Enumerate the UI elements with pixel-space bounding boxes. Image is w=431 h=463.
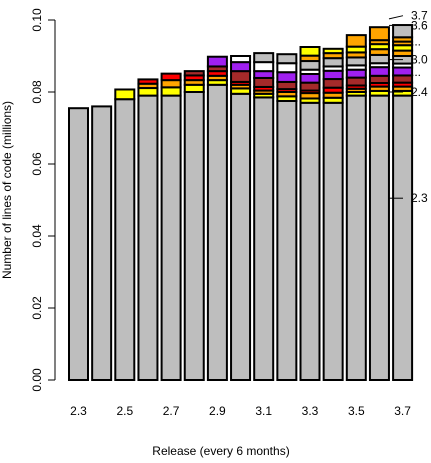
y-tick-label: 0.00 — [30, 368, 44, 392]
bar-segment — [345, 94, 367, 381]
bar-segment — [68, 107, 89, 381]
bar-release-2.6 — [137, 78, 159, 381]
bar-segment — [345, 56, 367, 67]
annotation-label: 3.7 — [411, 9, 428, 23]
bar-segment — [345, 34, 367, 48]
bar-segment — [299, 73, 321, 84]
x-tick-label: 3.7 — [394, 404, 411, 418]
bar-segment — [253, 52, 275, 64]
bar-segment — [230, 70, 252, 83]
y-tick-label: 0.10 — [30, 8, 44, 32]
annotation-label: ... — [411, 35, 421, 49]
bar-segment — [345, 76, 367, 87]
bar-segment — [368, 94, 390, 381]
x-tick-label: 2.3 — [70, 404, 87, 418]
bar-segment — [253, 61, 275, 73]
bar-segment — [114, 98, 136, 381]
bar-segment — [322, 47, 344, 55]
annotation-label: 2.4 — [411, 85, 428, 99]
annotation-label: 2.3 — [411, 191, 428, 205]
bar-segment — [206, 55, 228, 68]
bar-release-2.7 — [160, 72, 182, 381]
bar-segment — [392, 66, 414, 77]
x-tick-label: 3.1 — [255, 404, 272, 418]
bar-segment — [183, 83, 205, 94]
bar-segment — [230, 61, 252, 73]
bar-segment — [322, 57, 344, 68]
bar-segment — [160, 86, 182, 97]
bar-release-3.0 — [230, 55, 252, 382]
x-tick-label: 3.5 — [348, 404, 365, 418]
annotation-label: 3.6 — [411, 18, 428, 32]
y-tick-label: 0.02 — [30, 296, 44, 320]
bar-segment — [276, 100, 298, 381]
annotation-leader — [388, 15, 404, 20]
bar-release-2.4 — [91, 105, 113, 382]
bar-segment — [322, 78, 344, 89]
bar-segment — [114, 88, 136, 101]
bar-segment — [299, 60, 321, 71]
bar-segment — [392, 74, 414, 84]
right-annotations: 3.73.6...3.0...2.42.3 — [388, 9, 428, 205]
bar-release-3.7 — [392, 24, 414, 381]
bar-release-2.9 — [206, 55, 228, 382]
x-tick-label: 2.9 — [209, 404, 226, 418]
bar-segment — [183, 91, 205, 381]
bar-release-3.3 — [299, 46, 321, 382]
y-axis: 0.00 0.02 0.04 0.06 0.08 0.10 — [30, 8, 56, 392]
bar-segment — [160, 94, 182, 381]
bar-segment — [183, 70, 205, 77]
bar-segment — [368, 74, 390, 85]
bar-segment — [206, 83, 228, 382]
bar-segment — [230, 55, 252, 64]
bar-segment — [137, 94, 159, 381]
bar-segment — [276, 53, 298, 65]
bar-release-3.1 — [253, 52, 275, 382]
bar-segment — [253, 96, 275, 382]
annotation-label: 3.0 — [411, 53, 428, 67]
bar-release-3.5 — [345, 34, 367, 381]
bar-segment — [368, 66, 390, 77]
y-tick-label: 0.04 — [30, 224, 44, 248]
bar-segment — [299, 81, 321, 92]
x-tick-label: 2.7 — [163, 404, 180, 418]
bar-segment — [230, 92, 252, 382]
bar-release-3.4 — [322, 47, 344, 382]
bar-segment — [368, 26, 390, 42]
bar-segment — [276, 71, 298, 83]
bar-release-2.3 — [68, 107, 89, 381]
bar-segment — [322, 101, 344, 382]
bar-segment — [276, 80, 298, 91]
x-tick-label: 3.3 — [302, 404, 319, 418]
bar-release-3.2 — [276, 53, 298, 381]
x-axis-label: Release (every 6 months) — [152, 444, 289, 458]
bars — [68, 24, 414, 382]
bar-segment — [160, 72, 182, 82]
bar-segment — [137, 87, 159, 97]
x-tick-label: 2.5 — [116, 404, 133, 418]
bar-segment — [253, 70, 275, 79]
bar-segment — [299, 101, 321, 382]
x-axis: 2.3 2.5 2.7 2.9 3.1 3.3 3.5 3.7 — [70, 404, 411, 418]
bar-release-2.5 — [114, 88, 136, 381]
bar-segment — [160, 79, 182, 89]
bar-segment — [392, 24, 414, 39]
bar-segment — [392, 94, 414, 381]
bar-release-3.6 — [368, 26, 390, 381]
y-axis-label: Number of lines of code (millions) — [0, 101, 14, 279]
bar-segment — [299, 46, 321, 57]
bar-segment — [91, 105, 113, 382]
y-tick-label: 0.06 — [30, 152, 44, 176]
bar-segment — [253, 76, 275, 88]
annotation-label: ... — [411, 65, 421, 79]
bar-release-2.8 — [183, 70, 205, 381]
bar-segment — [137, 78, 159, 85]
bar-segment — [276, 62, 298, 74]
bar-segment — [345, 68, 367, 79]
bar-segment — [368, 53, 390, 65]
y-tick-label: 0.08 — [30, 80, 44, 104]
bar-segment — [322, 69, 344, 81]
